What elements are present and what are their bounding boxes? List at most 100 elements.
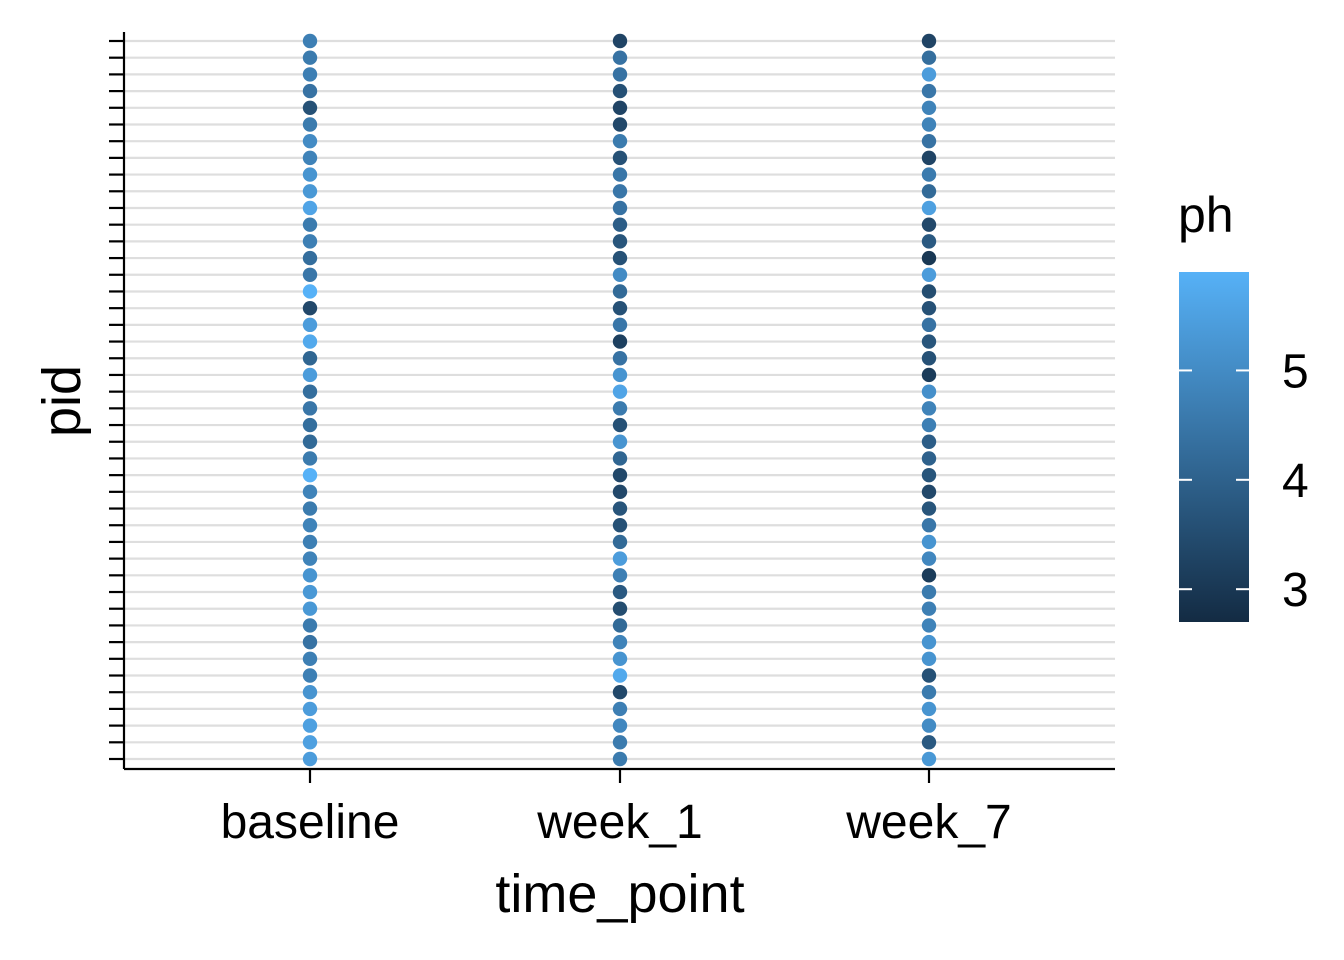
data-point (302, 267, 318, 282)
x-tick-label: week_1 (536, 796, 702, 849)
data-point (612, 267, 628, 282)
data-point (921, 551, 937, 566)
data-point (612, 701, 628, 717)
data-point (302, 501, 318, 516)
data-point (921, 384, 937, 399)
legend-title: ph (1178, 187, 1234, 243)
data-point (302, 601, 318, 616)
data-point (612, 518, 628, 533)
data-point (302, 484, 318, 500)
data-point (302, 33, 318, 49)
data-point (612, 200, 628, 216)
data-point (302, 367, 318, 383)
data-point (921, 334, 937, 349)
data-point (612, 451, 628, 466)
legend-ticks: 3 4 5 (1179, 345, 1309, 617)
data-point (612, 317, 628, 333)
data-point (612, 284, 628, 299)
data-point (302, 417, 318, 433)
data-point (612, 67, 628, 82)
data-point (612, 434, 628, 449)
data-point (302, 668, 318, 683)
data-point (612, 384, 628, 399)
data-point (921, 434, 937, 449)
data-point (302, 133, 318, 149)
data-point (612, 584, 628, 600)
data-point (612, 401, 628, 416)
data-point (921, 568, 937, 583)
color-legend: ph 3 4 5 (1178, 187, 1309, 622)
data-point (921, 534, 937, 550)
y-axis-title: pid (32, 365, 92, 437)
data-point (921, 133, 937, 149)
x-axis-title: time_point (495, 864, 744, 924)
data-point (302, 735, 318, 750)
data-point (612, 234, 628, 249)
data-point (921, 217, 937, 232)
data-point (921, 367, 937, 383)
data-point (921, 284, 937, 299)
data-point (921, 584, 937, 600)
x-tick-label: baseline (221, 796, 400, 849)
data-point (302, 317, 318, 333)
data-point (302, 451, 318, 466)
data-point (612, 618, 628, 633)
data-point (921, 601, 937, 616)
legend-tick-label: 3 (1282, 564, 1309, 617)
data-point (302, 518, 318, 533)
data-point (302, 184, 318, 199)
data-point (612, 133, 628, 149)
data-point (302, 685, 318, 700)
data-point (921, 117, 937, 132)
data-point (612, 751, 628, 767)
data-point (302, 67, 318, 82)
data-point (302, 701, 318, 717)
data-point (612, 651, 628, 667)
data-point (612, 250, 628, 266)
data-point (612, 184, 628, 199)
data-point (921, 250, 937, 266)
data-point (612, 100, 628, 115)
data-point (921, 317, 937, 333)
data-point (921, 300, 937, 316)
data-point (302, 83, 318, 99)
data-point (921, 33, 937, 49)
data-point (921, 401, 937, 416)
data-point (921, 484, 937, 500)
data-point (302, 217, 318, 232)
legend-colorbar (1179, 272, 1249, 622)
data-point (921, 668, 937, 683)
data-point (302, 284, 318, 299)
data-point (921, 701, 937, 717)
data-point (302, 200, 318, 216)
data-point (612, 668, 628, 683)
data-point (921, 150, 937, 166)
data-point (612, 685, 628, 700)
data-point (302, 534, 318, 550)
data-point (302, 334, 318, 349)
data-point (921, 634, 937, 650)
data-point (921, 100, 937, 115)
data-point (921, 751, 937, 767)
data-point (921, 518, 937, 533)
data-point (612, 50, 628, 65)
data-point (302, 568, 318, 583)
data-point (302, 167, 318, 182)
data-point (921, 467, 937, 483)
data-point (921, 718, 937, 733)
data-point (302, 250, 318, 266)
data-point (302, 117, 318, 132)
data-point (612, 334, 628, 349)
data-point (612, 501, 628, 516)
data-point (612, 351, 628, 366)
data-point (612, 417, 628, 433)
y-ticks (109, 39, 124, 761)
data-point (612, 33, 628, 49)
data-point (302, 300, 318, 316)
data-point (921, 651, 937, 667)
data-point (302, 634, 318, 650)
data-point (921, 167, 937, 182)
data-point (921, 451, 937, 466)
